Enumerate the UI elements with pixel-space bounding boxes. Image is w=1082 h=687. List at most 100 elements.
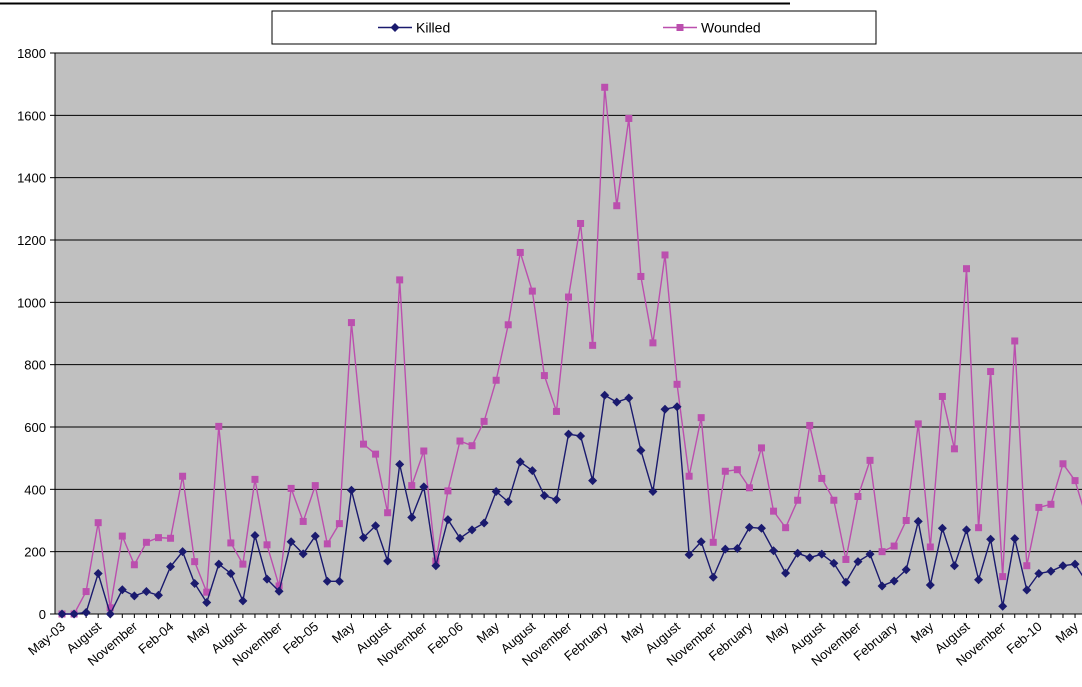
data-point-killed [672, 402, 682, 412]
data-point-wounded [709, 538, 717, 546]
data-point-killed [141, 587, 151, 597]
legend: Killed Wounded [271, 10, 877, 45]
data-point-killed [286, 537, 296, 547]
legend-label: Killed [416, 20, 450, 36]
data-point-killed [853, 557, 863, 567]
data-point-wounded [504, 321, 512, 329]
data-point-wounded [360, 440, 367, 448]
data-point-wounded [468, 442, 476, 450]
data-point-killed [708, 572, 718, 582]
data-point-killed [503, 497, 513, 507]
data-point-wounded [818, 474, 826, 482]
y-tick-label: 400 [24, 482, 46, 497]
data-point-wounded [963, 265, 970, 273]
data-point-wounded [1071, 477, 1079, 485]
data-point-wounded [806, 421, 814, 429]
data-point-killed [588, 476, 598, 486]
data-point-killed [1046, 566, 1056, 576]
data-point-wounded [938, 392, 946, 400]
data-point-wounded [926, 543, 934, 551]
data-point-killed [383, 556, 393, 566]
data-point-killed [551, 495, 561, 505]
x-tick-label: May-03 [25, 619, 68, 658]
data-point-wounded [432, 557, 440, 565]
data-point-killed [153, 590, 163, 600]
data-point-killed [190, 578, 200, 588]
data-point-wounded [118, 532, 126, 540]
data-point-killed [829, 558, 839, 568]
y-tick-label: 1000 [17, 295, 46, 310]
data-point-killed [371, 521, 381, 531]
data-point-wounded [854, 493, 862, 501]
data-point-wounded [492, 376, 500, 384]
data-point-killed [491, 487, 501, 497]
data-point-killed [998, 601, 1008, 611]
data-point-wounded [299, 517, 307, 525]
data-point-wounded [830, 496, 838, 504]
data-point-killed [298, 549, 308, 559]
data-point-killed [455, 533, 465, 543]
data-point-killed [805, 553, 815, 563]
data-point-killed [117, 585, 127, 595]
data-point-killed [1010, 534, 1020, 544]
data-point-killed [756, 523, 766, 533]
data-point-wounded [902, 517, 910, 524]
data-point-wounded [275, 582, 283, 590]
data-point-killed [93, 568, 103, 578]
data-point-wounded [733, 466, 741, 474]
data-point-killed [431, 561, 441, 571]
data-point-killed [238, 596, 248, 606]
data-point-wounded [528, 287, 536, 295]
data-point-killed [889, 576, 899, 586]
legend-marker [676, 24, 684, 31]
data-point-killed [1070, 559, 1080, 569]
data-point-wounded [1035, 503, 1043, 511]
data-point-wounded [396, 276, 404, 284]
data-point-killed [624, 393, 634, 403]
data-point-wounded [191, 558, 199, 566]
data-point-wounded [323, 540, 331, 548]
data-point-killed [769, 546, 779, 556]
data-point-wounded [239, 560, 247, 568]
data-point-wounded [142, 538, 150, 546]
data-point-killed [57, 609, 67, 619]
data-point-wounded [745, 484, 753, 492]
data-point-killed [69, 609, 79, 619]
data-point-wounded [1011, 337, 1019, 345]
data-point-wounded [757, 444, 765, 452]
data-point-killed [214, 559, 224, 569]
data-point-killed [515, 457, 525, 467]
data-point-killed [744, 522, 754, 532]
data-point-wounded [685, 472, 693, 480]
data-point-killed [178, 547, 188, 557]
x-tick-label: May [908, 618, 937, 646]
plot-area [55, 53, 1082, 614]
data-point-wounded [577, 219, 585, 227]
data-point-wounded [890, 542, 898, 550]
data-point-wounded [215, 422, 223, 430]
data-point-wounded [251, 475, 259, 483]
data-point-wounded [179, 472, 187, 480]
legend-box [271, 10, 877, 45]
data-point-wounded [878, 548, 886, 556]
data-point-killed [334, 576, 344, 586]
data-point-killed [202, 597, 212, 607]
data-point-wounded [263, 541, 271, 549]
x-tick-label: May [474, 618, 503, 646]
data-point-killed [129, 591, 139, 601]
data-point-wounded [384, 509, 392, 517]
data-point-wounded [866, 456, 874, 464]
x-tick-label: May [329, 618, 358, 646]
data-point-killed [479, 518, 489, 528]
data-point-wounded [637, 272, 645, 280]
data-point-killed [732, 544, 742, 554]
x-tick-label: May [763, 618, 792, 646]
data-point-wounded [167, 534, 175, 542]
data-point-killed [974, 575, 984, 585]
x-tick-label: Feb-10 [1004, 619, 1045, 657]
y-tick-label: 1600 [17, 108, 46, 123]
data-point-killed [949, 561, 959, 571]
data-point-wounded [1059, 460, 1067, 468]
